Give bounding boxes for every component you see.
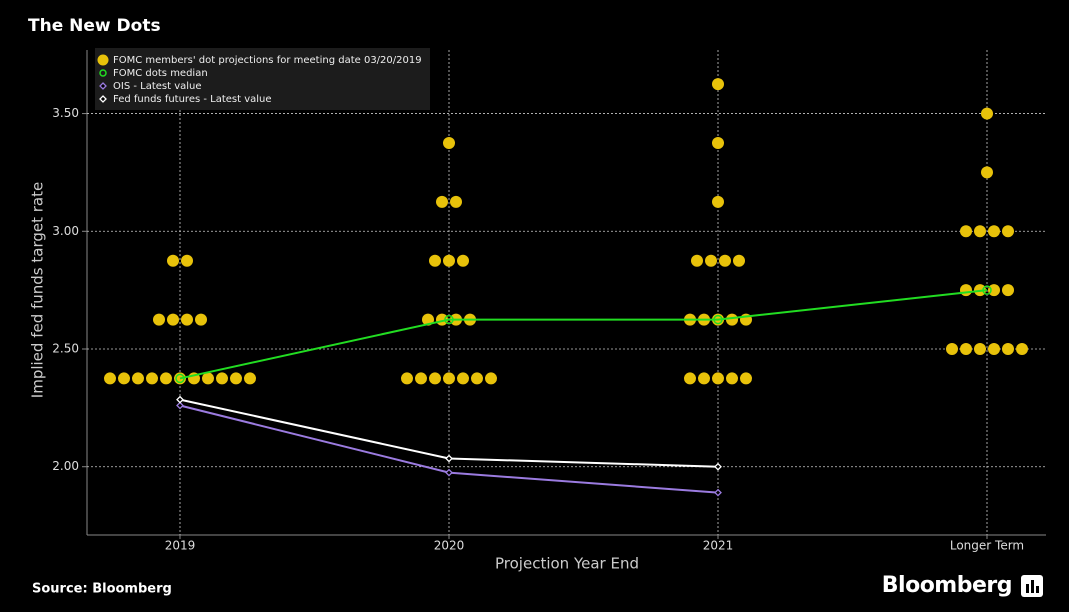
dot bbox=[457, 372, 469, 385]
dot bbox=[485, 372, 497, 385]
dot bbox=[733, 254, 745, 267]
dot bbox=[712, 372, 724, 385]
x-tick-label: 2020 bbox=[434, 539, 465, 553]
y-tick-label: 2.00 bbox=[52, 459, 79, 473]
dot bbox=[960, 343, 972, 356]
dot bbox=[988, 343, 1000, 356]
series-marker bbox=[176, 401, 184, 410]
dot bbox=[181, 254, 193, 267]
dot bbox=[429, 254, 441, 267]
dot bbox=[443, 254, 455, 267]
dot bbox=[1002, 225, 1014, 238]
dot bbox=[712, 195, 724, 208]
dot bbox=[202, 372, 214, 385]
brand-icon-bar bbox=[1026, 584, 1029, 593]
dot bbox=[981, 107, 993, 120]
dot bbox=[436, 195, 448, 208]
dot bbox=[230, 372, 242, 385]
y-tick-label: 3.00 bbox=[52, 224, 79, 238]
x-axis-label: Projection Year End bbox=[495, 555, 639, 573]
dot bbox=[450, 195, 462, 208]
x-tick-label: Longer Term bbox=[950, 539, 1024, 553]
brand-icon-bar bbox=[1031, 580, 1034, 593]
legend-marker bbox=[97, 54, 109, 66]
dot bbox=[415, 372, 427, 385]
dot bbox=[1002, 343, 1014, 356]
dot bbox=[216, 372, 228, 385]
y-axis-label: Implied fed funds target rate bbox=[29, 182, 47, 398]
dot bbox=[988, 284, 1000, 297]
dot bbox=[1002, 284, 1014, 297]
x-tick-label: 2019 bbox=[165, 539, 196, 553]
dot bbox=[457, 254, 469, 267]
dot bbox=[429, 372, 441, 385]
dot bbox=[712, 136, 724, 149]
dot bbox=[167, 254, 179, 267]
series-marker bbox=[714, 488, 722, 497]
brand: Bloomberg bbox=[882, 573, 1012, 598]
series-marker bbox=[176, 395, 184, 404]
dot bbox=[167, 313, 179, 326]
dot bbox=[118, 372, 130, 385]
dot bbox=[981, 166, 993, 179]
dot bbox=[181, 313, 193, 326]
dot bbox=[443, 372, 455, 385]
series-line bbox=[179, 289, 988, 380]
legend-label: FOMC members' dot projections for meetin… bbox=[113, 55, 422, 66]
dot bbox=[960, 225, 972, 238]
dot bbox=[726, 372, 738, 385]
y-tick-label: 2.50 bbox=[52, 342, 79, 356]
dot bbox=[705, 254, 717, 267]
dot bbox=[719, 254, 731, 267]
series-marker bbox=[444, 314, 454, 325]
legend-label: FOMC dots median bbox=[113, 68, 208, 79]
dot bbox=[160, 372, 172, 385]
dot bbox=[698, 372, 710, 385]
series-marker bbox=[714, 462, 722, 471]
series-marker bbox=[713, 314, 723, 325]
legend-marker bbox=[99, 82, 107, 90]
source: Source: Bloomberg bbox=[32, 582, 172, 597]
dot bbox=[960, 284, 972, 297]
dot bbox=[691, 254, 703, 267]
dot bbox=[471, 372, 483, 385]
dot bbox=[740, 372, 752, 385]
dot bbox=[726, 313, 738, 326]
dot bbox=[1016, 343, 1028, 356]
series-marker bbox=[982, 285, 992, 295]
legend-label: OIS - Latest value bbox=[113, 81, 202, 92]
brand-icon-bar bbox=[1036, 586, 1039, 593]
dot bbox=[684, 372, 696, 385]
y-tick-label: 3.50 bbox=[52, 106, 79, 120]
dot bbox=[244, 372, 256, 385]
legend-marker bbox=[99, 95, 107, 103]
legend-box bbox=[95, 48, 430, 110]
chart-title: The New Dots bbox=[28, 16, 161, 36]
dot bbox=[401, 372, 413, 385]
dot bbox=[146, 372, 158, 385]
legend-label: Fed funds futures - Latest value bbox=[113, 94, 272, 105]
dot bbox=[153, 313, 165, 326]
series-marker bbox=[445, 468, 453, 477]
dot bbox=[132, 372, 144, 385]
dot bbox=[974, 343, 986, 356]
dot bbox=[988, 225, 1000, 238]
legend-marker bbox=[99, 69, 107, 77]
dot bbox=[443, 136, 455, 149]
series-marker bbox=[445, 454, 453, 463]
dot bbox=[946, 343, 958, 356]
dot bbox=[974, 225, 986, 238]
series-marker bbox=[175, 373, 185, 384]
dot bbox=[104, 372, 116, 385]
x-tick-label: 2021 bbox=[703, 539, 734, 553]
dot bbox=[712, 78, 724, 91]
dot bbox=[195, 313, 207, 326]
